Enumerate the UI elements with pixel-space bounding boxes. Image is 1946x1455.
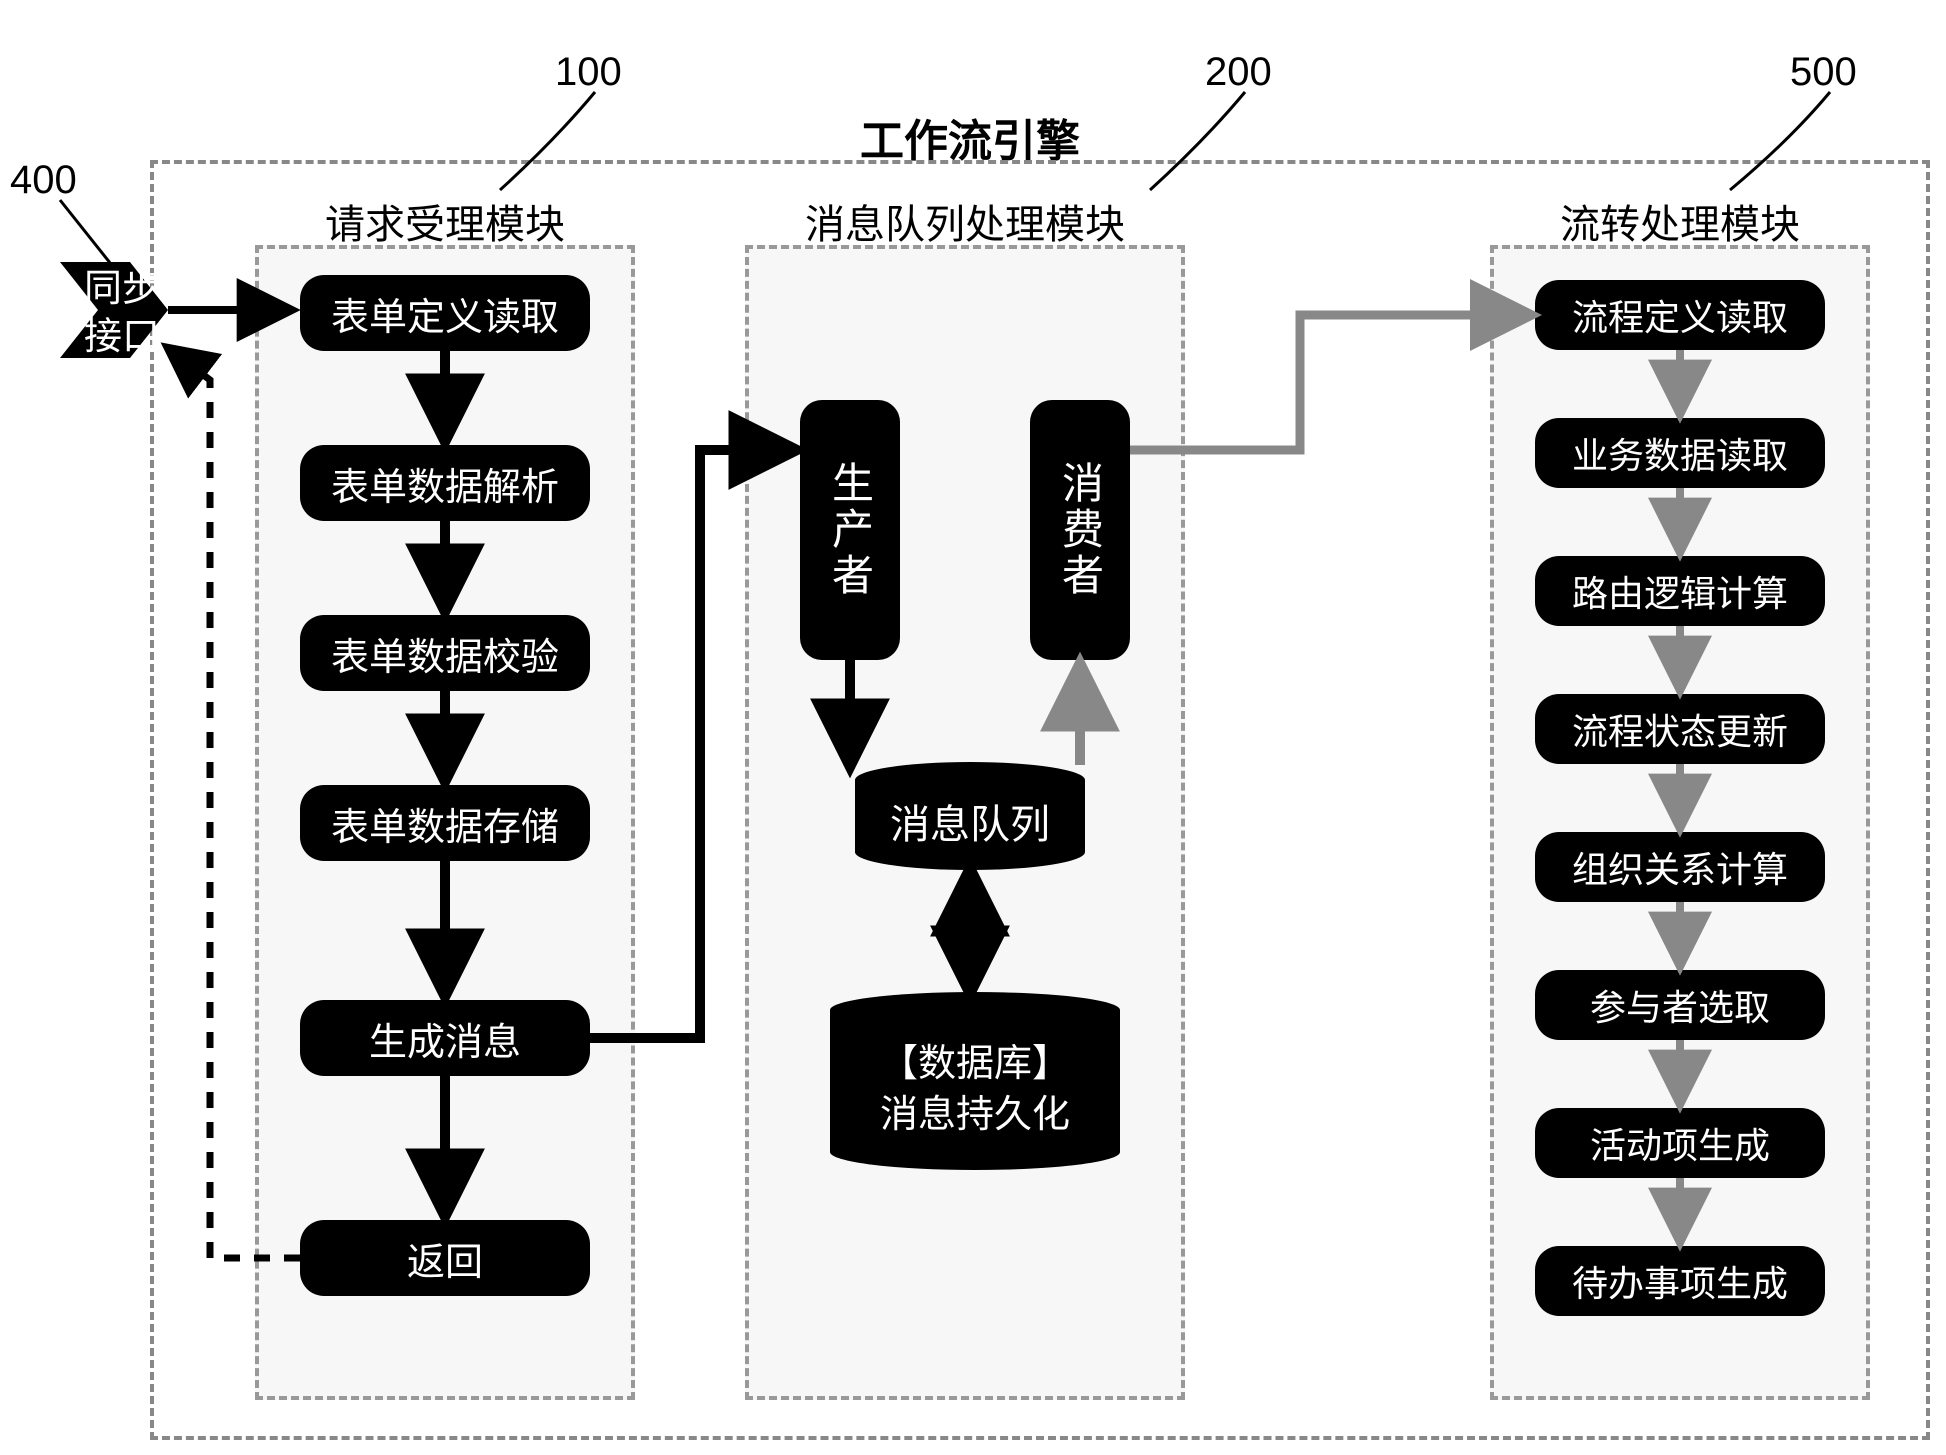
callout-400: 400 [10,158,77,203]
module-title-m2: 消息队列处理模块 [745,192,1185,250]
node-n3g: 活动项生成 [1535,1108,1825,1178]
node-n3b: 业务数据读取 [1535,418,1825,488]
diagram-canvas: 工作流引擎 同步接口 请求受理模块表单定义读取表单数据解析表单数据校验表单数据存… [0,0,1946,1455]
node-n2d: 【数据库】消息持久化 [830,1010,1120,1170]
node-n1c: 表单数据校验 [300,615,590,691]
callout-200: 200 [1205,50,1272,95]
node-n3h: 待办事项生成 [1535,1246,1825,1316]
node-n3e: 组织关系计算 [1535,832,1825,902]
node-n1b: 表单数据解析 [300,445,590,521]
node-n3d: 流程状态更新 [1535,694,1825,764]
node-n3c: 路由逻辑计算 [1535,556,1825,626]
module-title-m1: 请求受理模块 [255,192,635,250]
node-n1d: 表单数据存储 [300,785,590,861]
node-n2b: 消费者 [1030,400,1130,660]
callout-500: 500 [1790,50,1857,95]
node-n3f: 参与者选取 [1535,970,1825,1040]
module-title-m3: 流转处理模块 [1490,192,1870,250]
entry-sync-interface-label: 同步接口 [72,266,172,361]
node-n2c: 消息队列 [855,780,1085,870]
callout-100: 100 [555,50,622,95]
node-n3a: 流程定义读取 [1535,280,1825,350]
node-n1f: 返回 [300,1220,590,1296]
node-n1a: 表单定义读取 [300,275,590,351]
node-n2a: 生产者 [800,400,900,660]
node-n1e: 生成消息 [300,1000,590,1076]
